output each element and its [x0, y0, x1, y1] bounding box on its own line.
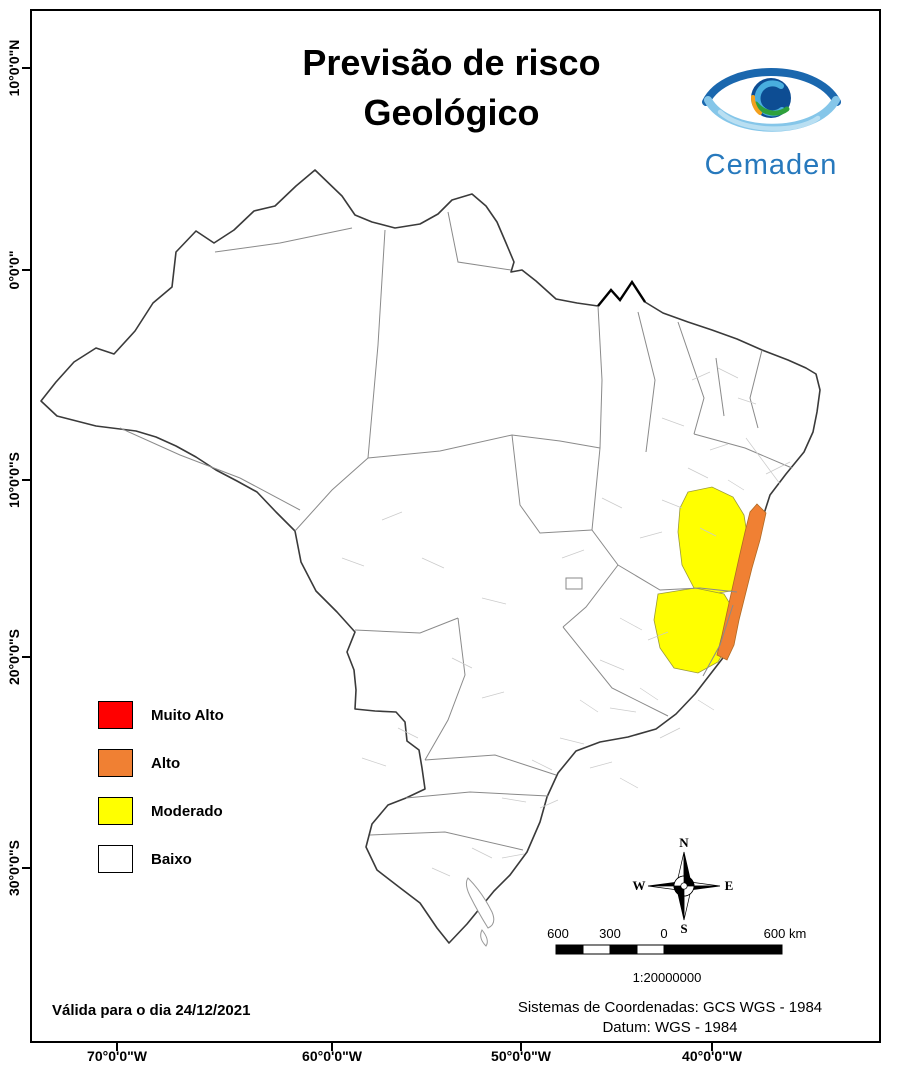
lon-label-70w: 70°0'0"W: [87, 1048, 147, 1064]
delta-coast-detail: [597, 279, 647, 307]
brazil-country-outline: [40, 169, 821, 944]
axis-tick: [331, 1043, 333, 1051]
scale-label-600-left: 600: [547, 926, 569, 941]
risk-region-moderado-south: [653, 587, 736, 674]
legend-swatch-muito-alto: [98, 701, 133, 729]
title-line-1: Previsão de risco: [302, 42, 601, 83]
legend-swatch-alto: [98, 749, 133, 777]
lon-label-60w: 60°0'0"W: [302, 1048, 362, 1064]
legend-item-muito-alto: Muito Alto: [98, 700, 224, 730]
municipal-boundaries: [341, 367, 791, 877]
axis-tick: [116, 1043, 118, 1051]
lon-label-50w: 50°0'0"W: [491, 1048, 551, 1064]
datum-line: Datum: WGS - 1984: [602, 1019, 738, 1036]
coordinate-system-text: Sistemas de Coordenadas: GCS WGS - 1984 …: [460, 998, 880, 1038]
page-title: Previsão de risco Geológico: [0, 38, 903, 138]
scale-label-300: 300: [599, 926, 621, 941]
risk-region-alto-coastal: [716, 503, 767, 661]
legend-item-alto: Alto: [98, 748, 224, 778]
axis-tick: [22, 269, 30, 271]
axis-tick: [520, 1043, 522, 1051]
federal-district-outline: [565, 577, 583, 590]
scale-label-600-km: 600 km: [763, 926, 807, 941]
validity-date-text: Válida para o dia 24/12/2021: [52, 1002, 251, 1019]
legend-swatch-moderado: [98, 797, 133, 825]
compass-e-label: E: [725, 878, 734, 893]
risk-legend: Muito Alto Alto Moderado Baixo: [98, 700, 224, 892]
lat-label-0: 0°0'0": [6, 250, 22, 290]
compass-rose-icon: N S W E: [633, 836, 734, 936]
legend-swatch-baixo: [98, 845, 133, 873]
cemaden-eye-icon: [702, 68, 841, 132]
scale-ratio: 1:20000000: [632, 970, 702, 985]
title-line-2: Geológico: [363, 92, 540, 133]
compass-s-label: S: [680, 921, 687, 936]
southern-lagoons: [465, 877, 495, 947]
legend-item-moderado: Moderado: [98, 796, 224, 826]
axis-tick: [711, 1043, 713, 1051]
lon-label-40w: 40°0'0"W: [682, 1048, 742, 1064]
legend-label: Moderado: [151, 802, 223, 820]
legend-label: Muito Alto: [151, 706, 224, 724]
compass-w-label: W: [633, 878, 646, 893]
state-boundaries: [119, 211, 793, 851]
lat-label-20s: 20°0'0"S: [6, 628, 22, 686]
lat-label-30s: 30°0'0"S: [6, 839, 22, 897]
axis-tick: [22, 867, 30, 869]
risk-regions: [653, 486, 767, 674]
legend-label: Baixo: [151, 850, 192, 868]
scale-label-0: 0: [660, 926, 668, 941]
lat-label-10s: 10°0'0"S: [6, 451, 22, 509]
axis-tick: [22, 479, 30, 481]
legend-label: Alto: [151, 754, 181, 772]
axis-tick: [22, 67, 30, 69]
axis-tick: [22, 656, 30, 658]
coord-system-line: Sistemas de Coordenadas: GCS WGS - 1984: [517, 999, 823, 1016]
scale-bar: [555, 944, 783, 955]
cemaden-logo: Cemaden: [690, 52, 852, 182]
legend-item-baixo: Baixo: [98, 844, 224, 874]
cemaden-wordmark: Cemaden: [704, 149, 838, 181]
compass-n-label: N: [679, 836, 689, 850]
